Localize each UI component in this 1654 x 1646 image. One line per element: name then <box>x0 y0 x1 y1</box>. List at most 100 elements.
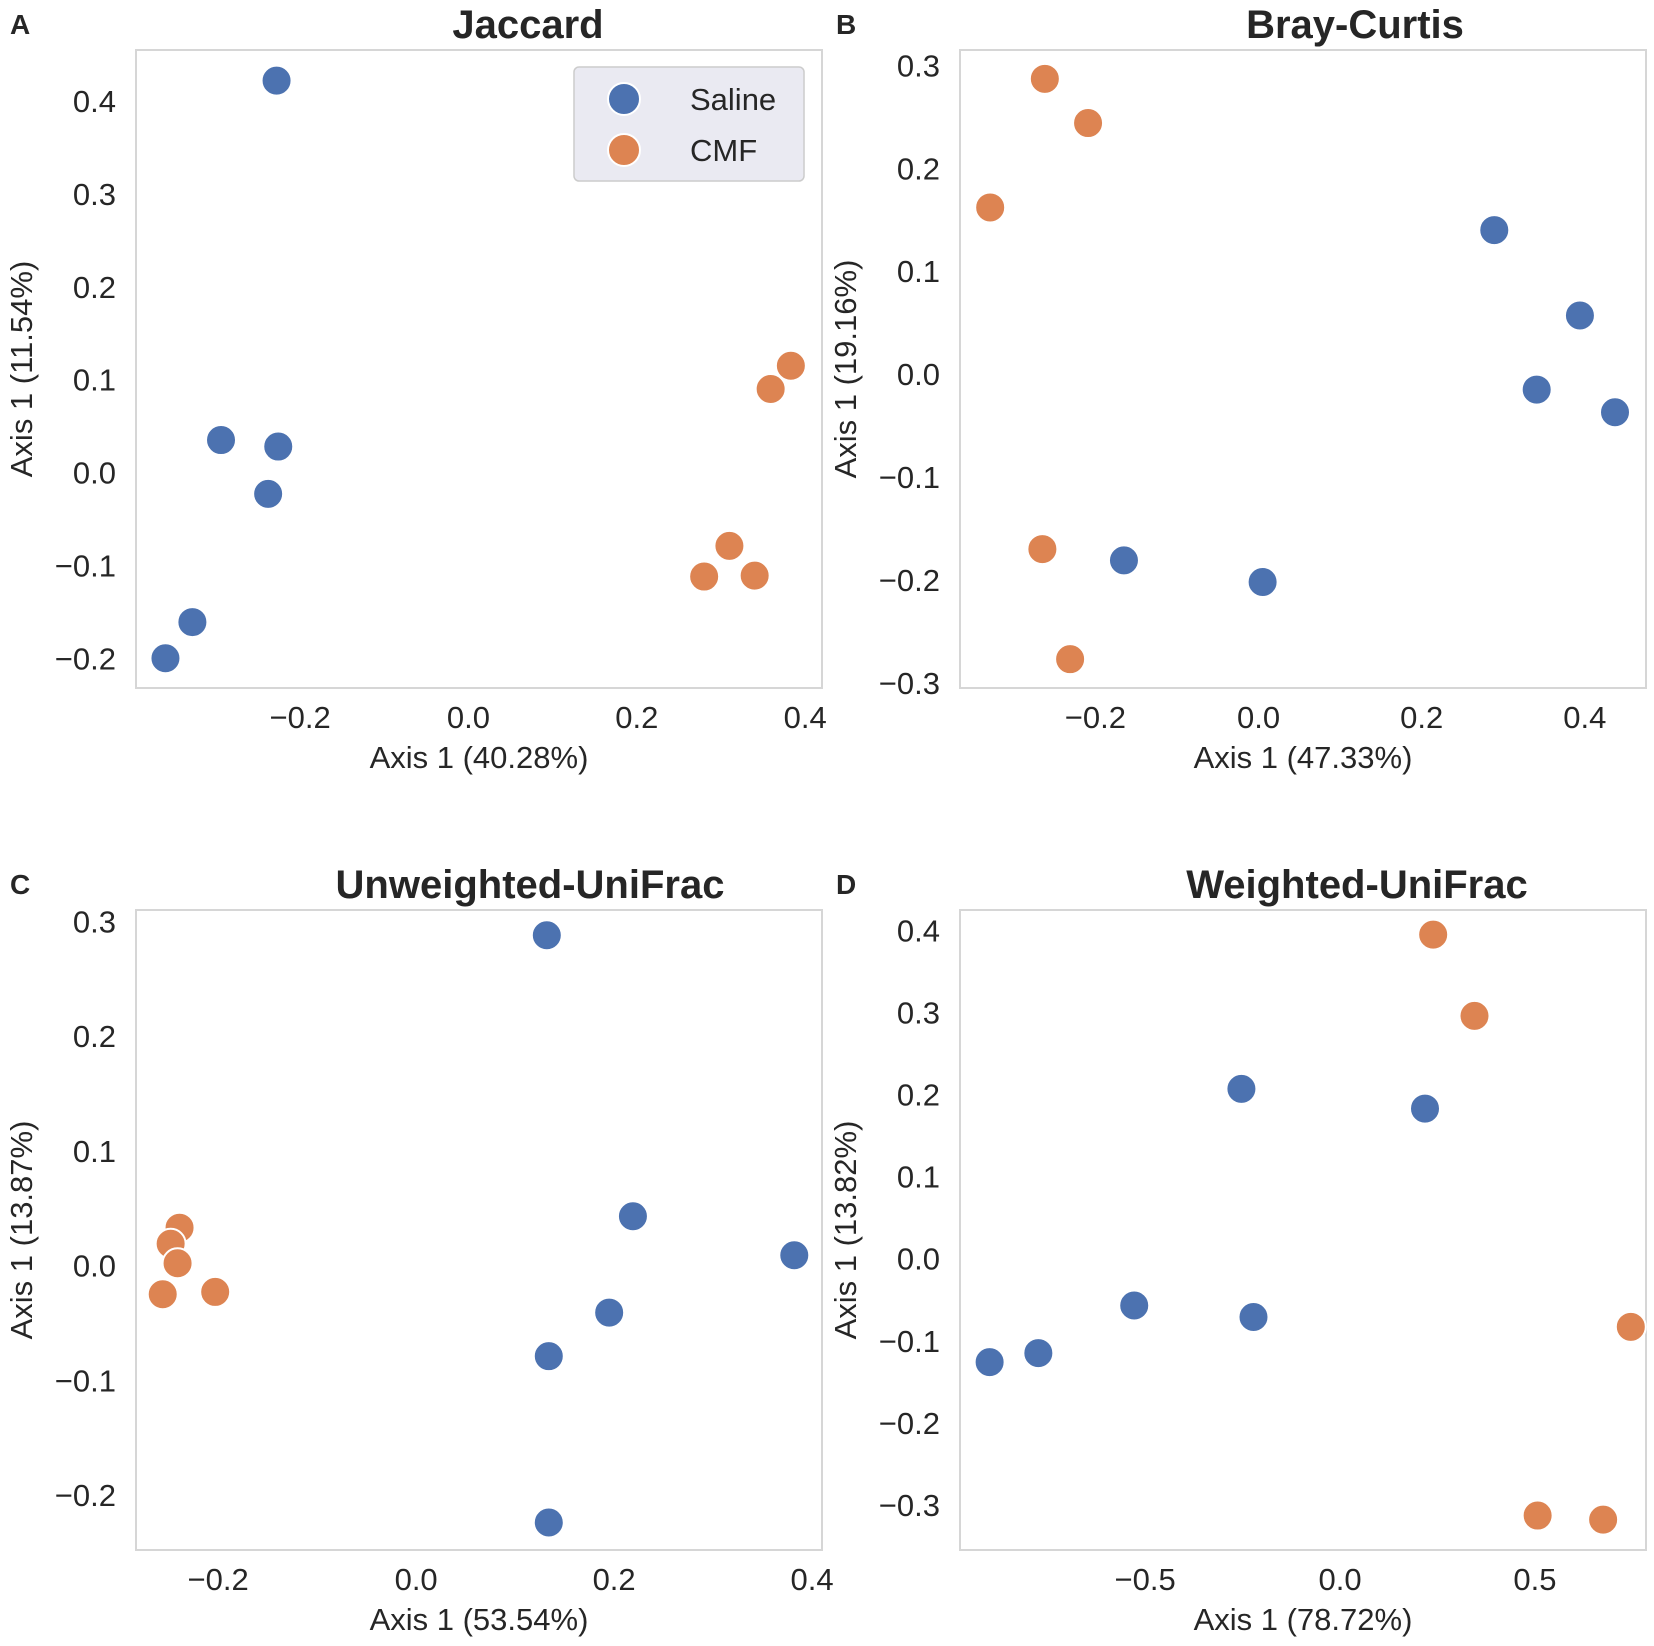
data-point-cmf <box>974 191 1007 224</box>
data-point-saline <box>1599 396 1632 429</box>
x-tick-label: 0.2 <box>1400 700 1443 735</box>
y-tick-label: 0.3 <box>73 904 116 939</box>
legend-marker-cmf <box>607 133 641 167</box>
legend-label: CMF <box>690 133 757 168</box>
y-tick-label: 0.1 <box>73 1134 116 1169</box>
data-point-saline <box>260 64 293 97</box>
data-point-saline <box>176 606 209 639</box>
y-axis-label: Axis 1 (19.16%) <box>828 260 863 479</box>
panel-a: A Jaccard −0.2 0.0 0.2 0.4 −0.2 −0.1 0.0 0.1 0.2 0.… <box>4 3 827 775</box>
y-tick-label: 0.0 <box>73 456 116 491</box>
y-tick-label: −0.2 <box>879 1406 940 1441</box>
y-tick-label: 0.0 <box>897 357 940 392</box>
data-point-saline <box>1022 1337 1055 1370</box>
x-axis-label: Axis 1 (40.28%) <box>370 740 589 775</box>
legend-label: Saline <box>690 82 776 117</box>
x-tick-label: 0.4 <box>1563 700 1606 735</box>
y-tick-label: 0.3 <box>897 48 940 83</box>
data-point-cmf <box>161 1247 194 1280</box>
data-point-saline <box>1246 566 1279 599</box>
x-tick-label: 0.0 <box>395 1562 438 1597</box>
data-point-cmf <box>1614 1310 1647 1343</box>
y-tick-label: 0.2 <box>897 151 940 186</box>
y-tick-label: 0.1 <box>73 363 116 398</box>
x-axis-label: Axis 1 (47.33%) <box>1194 740 1413 775</box>
data-point-cmf <box>1458 999 1491 1032</box>
x-tick-label: −0.2 <box>1065 700 1126 735</box>
data-point-cmf <box>1054 643 1087 676</box>
data-point-saline <box>778 1239 811 1272</box>
x-tick-label: 0.2 <box>615 700 658 735</box>
x-tick-label: 0.2 <box>593 1562 636 1597</box>
y-tick-label: 0.2 <box>897 1078 940 1113</box>
data-point-cmf <box>1026 533 1059 566</box>
data-point-saline <box>1563 299 1596 332</box>
x-tick-label: 0.4 <box>791 1562 834 1597</box>
data-point-saline <box>1107 544 1140 577</box>
data-point-saline <box>616 1200 649 1233</box>
data-point-saline <box>252 477 285 510</box>
y-tick-label: 0.1 <box>897 254 940 289</box>
panel-letter: A <box>10 9 30 40</box>
panel-c: C Unweighted-UniFrac −0.2 0.0 0.2 0.4 −0.2 −0.1… <box>4 863 834 1637</box>
y-axis-label: Axis 1 (13.82%) <box>828 1121 863 1340</box>
legend: Saline CMF <box>573 66 805 182</box>
data-point-saline <box>530 919 563 952</box>
chart-title: Weighted-UniFrac <box>1186 863 1528 907</box>
data-point-saline <box>262 430 295 463</box>
panel-letter: C <box>10 869 30 900</box>
data-point-cmf <box>1072 107 1105 140</box>
chart-title: Bray-Curtis <box>1246 3 1464 47</box>
plot-frame <box>959 49 1647 689</box>
y-tick-label: 0.0 <box>897 1242 940 1277</box>
data-point-saline <box>1225 1072 1258 1105</box>
data-point-cmf <box>1417 918 1450 951</box>
panel-letter: B <box>836 9 856 40</box>
y-tick-label: 0.2 <box>73 270 116 305</box>
y-tick-label: 0.4 <box>73 84 116 119</box>
data-point-saline <box>1237 1300 1270 1333</box>
data-point-saline <box>532 1506 565 1539</box>
y-tick-label: −0.3 <box>879 1488 940 1523</box>
y-axis-label: Axis 1 (11.54%) <box>4 261 39 478</box>
data-point-cmf <box>146 1278 179 1311</box>
panel-d: D Weighted-UniFrac −0.5 0.0 0.5 −0.3 −0.2 −0.1 0… <box>828 863 1647 1637</box>
y-tick-label: 0.3 <box>73 177 116 212</box>
data-point-saline <box>1118 1289 1151 1322</box>
data-point-cmf <box>1521 1499 1554 1532</box>
x-tick-label: 0.4 <box>784 700 827 735</box>
y-tick-label: 0.3 <box>897 996 940 1031</box>
data-point-saline <box>205 424 238 457</box>
data-point-cmf <box>754 372 787 405</box>
y-tick-label: 0.1 <box>897 1160 940 1195</box>
panel-letter: D <box>836 869 856 900</box>
data-point-cmf <box>1587 1503 1620 1536</box>
plot-frame <box>135 49 823 689</box>
data-point-cmf <box>774 349 807 382</box>
x-tick-label: 0.0 <box>447 700 490 735</box>
y-tick-label: −0.1 <box>879 460 940 495</box>
plot-frame <box>959 909 1647 1551</box>
y-tick-label: −0.2 <box>879 563 940 598</box>
y-tick-label: 0.0 <box>73 1249 116 1284</box>
y-tick-label: −0.2 <box>55 641 116 676</box>
panel-b: B Bray-Curtis −0.2 0.0 0.2 0.4 −0.3 −0.2 −0.1 0.0… <box>828 3 1647 775</box>
data-point-saline <box>1520 373 1553 406</box>
data-point-cmf <box>713 529 746 562</box>
y-tick-label: −0.1 <box>55 1363 116 1398</box>
data-point-cmf <box>738 559 771 592</box>
y-tick-label: −0.1 <box>879 1324 940 1359</box>
y-tick-label: −0.3 <box>879 666 940 701</box>
data-point-saline <box>973 1346 1006 1379</box>
y-tick-label: −0.1 <box>55 548 116 583</box>
x-axis-label: Axis 1 (78.72%) <box>1194 1602 1413 1637</box>
data-point-saline <box>149 642 182 675</box>
x-tick-label: 0.0 <box>1318 1562 1361 1597</box>
plot-frame <box>135 909 823 1551</box>
data-point-saline <box>1478 214 1511 247</box>
chart-title: Jaccard <box>452 3 603 47</box>
chart-title: Unweighted-UniFrac <box>336 863 725 907</box>
x-tick-label: 0.5 <box>1513 1562 1556 1597</box>
x-tick-label: −0.2 <box>188 1562 249 1597</box>
